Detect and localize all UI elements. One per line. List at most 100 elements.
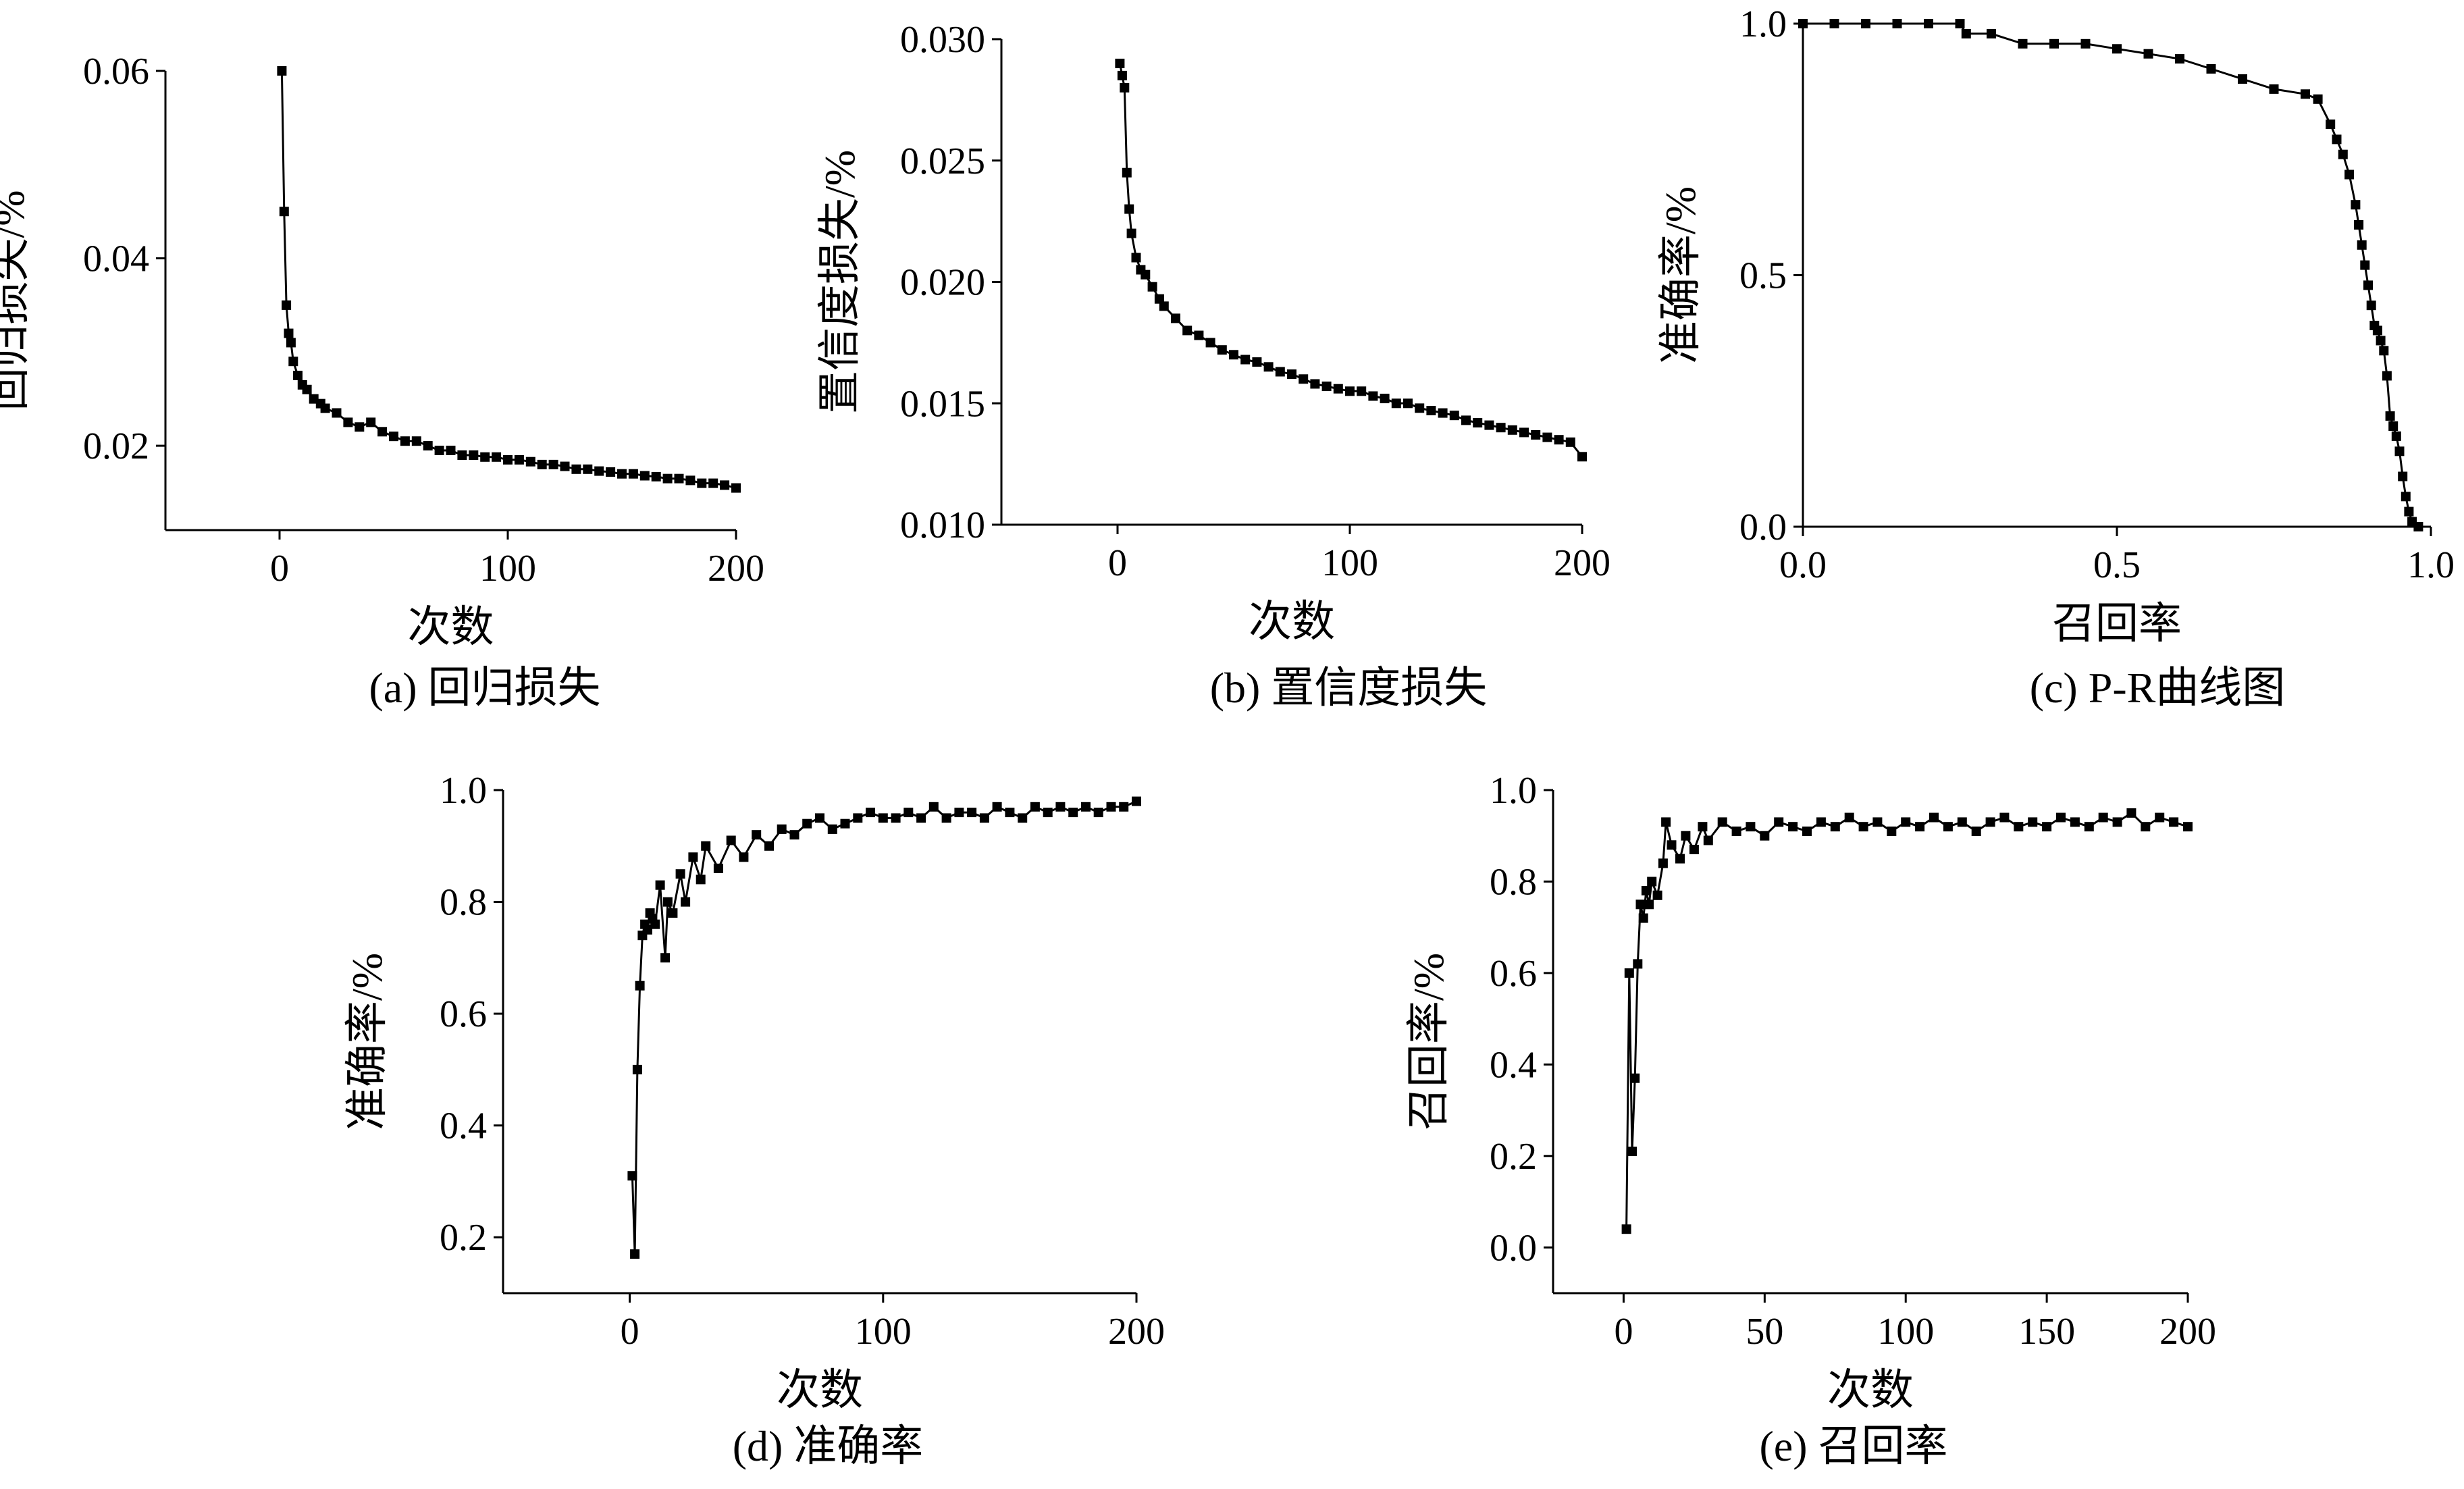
x-tick-label: 0 <box>1108 542 1127 584</box>
data-point-marker <box>571 464 581 474</box>
data-point-marker <box>696 874 706 885</box>
y-axis-title: 回归损失/% <box>0 190 33 411</box>
data-point-marker <box>1675 854 1685 864</box>
data-point-marker <box>1217 345 1227 355</box>
data-point-marker <box>548 459 558 469</box>
series-line <box>631 800 1137 1255</box>
data-point-marker <box>1321 382 1332 392</box>
y-tick-label: 0.8 <box>440 882 487 924</box>
data-point-marker <box>2344 169 2355 180</box>
data-point-marker <box>697 478 707 488</box>
data-point-marker <box>630 1249 640 1259</box>
data-point-marker <box>815 813 824 823</box>
data-point-marker <box>1449 411 1459 421</box>
data-point-marker <box>777 824 787 834</box>
data-point-marker <box>628 469 638 479</box>
data-point-marker <box>1531 430 1541 440</box>
data-point-marker <box>1415 403 1425 413</box>
data-point-marker <box>492 452 502 462</box>
data-point-marker <box>1126 228 1136 238</box>
x-tick-label: 0 <box>270 548 289 590</box>
data-point-marker <box>1507 425 1517 435</box>
data-point-marker <box>1171 313 1180 323</box>
data-point-marker <box>1647 877 1657 887</box>
y-tick-label: 0.2 <box>1490 1136 1537 1178</box>
data-point-marker <box>2070 817 2080 827</box>
data-point-marker <box>1957 817 1967 827</box>
data-point-marker <box>802 818 812 829</box>
data-point-marker <box>941 813 951 823</box>
data-point-marker <box>903 808 914 818</box>
data-point-marker <box>503 454 513 465</box>
y-axis-title: 准确率/% <box>1656 186 1704 364</box>
panel-caption: (b) 置信度损失 <box>1210 664 1488 712</box>
x-tick-label: 200 <box>1108 1311 1165 1353</box>
data-point-marker <box>2126 808 2137 818</box>
x-tick-label: 200 <box>708 548 764 590</box>
data-point-marker <box>789 830 800 840</box>
data-point-marker <box>651 471 661 481</box>
data-point-marker <box>2143 49 2153 59</box>
data-point-marker <box>1774 817 1784 827</box>
data-point-marker <box>1798 19 1808 28</box>
data-point-marker <box>302 384 312 394</box>
data-point-marker <box>446 446 456 455</box>
data-point-marker <box>1275 367 1285 377</box>
data-point-marker <box>2112 44 2122 54</box>
data-point-marker <box>1194 330 1204 340</box>
panel-caption: (a) 回归损失 <box>369 664 600 712</box>
data-point-marker <box>1624 968 1634 978</box>
data-point-marker <box>1368 391 1378 401</box>
data-point-marker <box>2042 822 2052 832</box>
data-point-marker <box>1018 813 1028 823</box>
data-point-marker <box>2401 492 2411 502</box>
data-point-marker <box>2028 817 2038 827</box>
data-point-marker <box>866 808 875 818</box>
data-point-marker <box>1746 822 1756 832</box>
data-point-marker <box>320 403 330 413</box>
data-point-marker <box>1915 822 1925 832</box>
data-point-marker <box>726 835 736 845</box>
panel-b-confidence-loss: 0 100 200 0.010 0.015 0.020 0.025 0.030 次数 置信度损失/… <box>816 19 1610 712</box>
data-point-marker <box>720 480 730 490</box>
data-point-marker <box>1829 19 1839 28</box>
data-point-marker <box>1999 812 2010 822</box>
y-tick-label: 0.4 <box>440 1105 487 1147</box>
data-point-marker <box>1131 253 1141 263</box>
data-point-marker <box>469 450 479 460</box>
series-line <box>1803 22 2419 528</box>
data-point-marker <box>355 422 365 432</box>
data-point-marker <box>853 813 863 823</box>
panel-d-precision: 0 100 200 0.2 0.4 0.6 0.8 1.0 次数 准确率/% (d) 准确率 <box>343 770 1165 1470</box>
data-point-marker <box>891 813 901 823</box>
data-point-marker <box>1240 355 1251 365</box>
data-point-marker <box>2056 812 2066 822</box>
data-point-marker <box>560 461 570 471</box>
data-point-marker <box>366 417 376 427</box>
data-point-marker <box>992 802 1002 812</box>
data-point-marker <box>1861 19 1870 28</box>
data-point-marker <box>1644 899 1654 910</box>
data-point-marker <box>1658 858 1668 868</box>
y-tick-label: 1.0 <box>1490 770 1537 812</box>
data-point-marker <box>840 818 850 829</box>
data-point-marker <box>632 1064 642 1074</box>
data-point-marker <box>617 469 627 479</box>
data-point-marker <box>1391 398 1401 409</box>
data-point-marker <box>1858 822 1868 832</box>
data-point-marker <box>1310 379 1320 389</box>
data-point-marker <box>739 852 749 862</box>
data-point-marker <box>2183 822 2193 832</box>
x-tick-label: 200 <box>1554 542 1610 584</box>
data-point-marker <box>1630 1073 1640 1083</box>
data-point-marker <box>827 824 837 834</box>
y-tick-label: 0.010 <box>900 504 985 546</box>
y-tick-label: 1.0 <box>1739 3 1787 45</box>
data-point-marker <box>1802 827 1812 836</box>
data-point-marker <box>1689 845 1699 854</box>
data-point-marker <box>1703 835 1713 845</box>
data-point-marker <box>1119 802 1129 812</box>
y-axis-title: 召回率/% <box>1405 953 1452 1130</box>
data-point-marker <box>662 473 673 484</box>
